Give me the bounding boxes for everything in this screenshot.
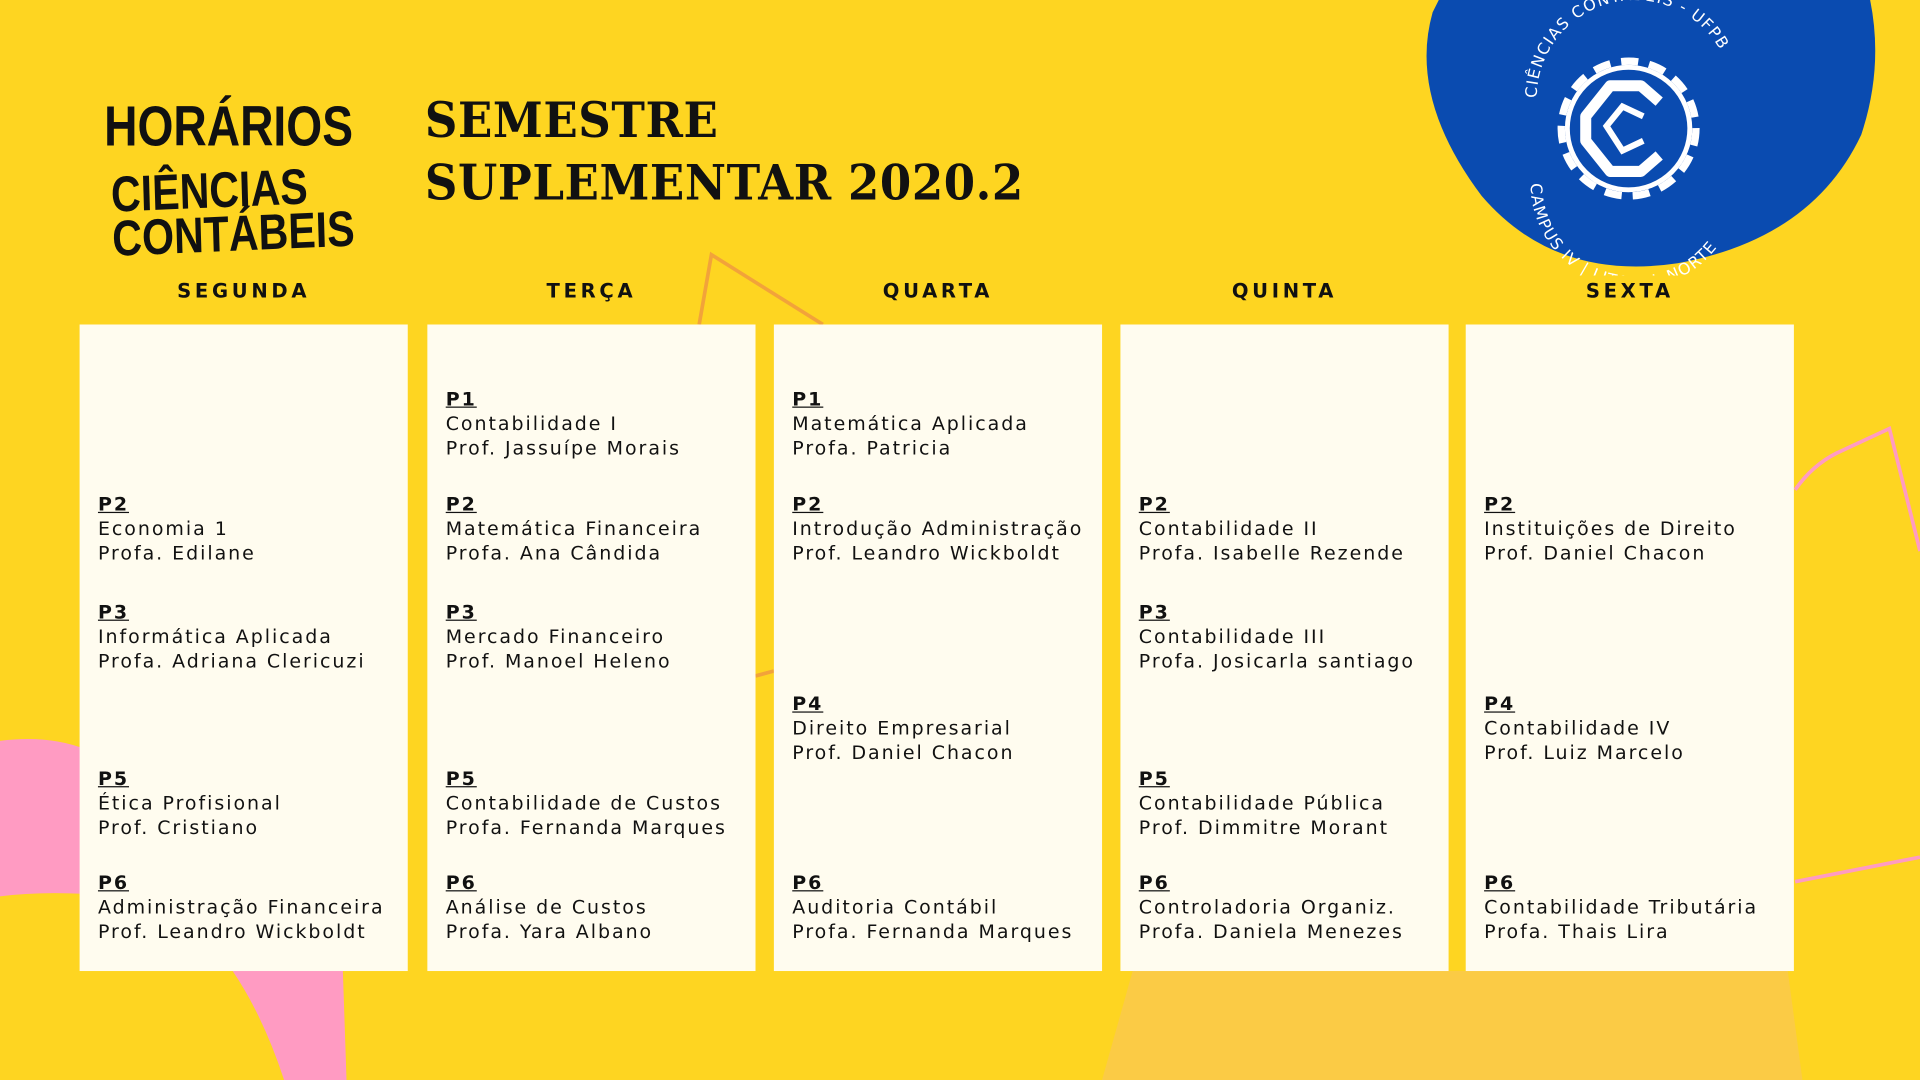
slot-label: P6 [97, 871, 130, 894]
professor-name: Prof. Cristiano [97, 816, 260, 839]
day-header-sexta: SEXTA [1585, 279, 1674, 303]
class-entry: P3 Informática Aplicada Profa. Adriana Cle… [98, 600, 366, 673]
slot-label: P6 [445, 871, 477, 894]
course-name: Contabilidade III [1138, 625, 1327, 648]
course-name: Ética Profisional [97, 792, 282, 815]
professor-name: Profa. Edilane [97, 542, 256, 565]
slot-label: P6 [1138, 871, 1170, 894]
professor-name: Profa. Josicarla santiago [1138, 650, 1415, 673]
title-horarios: HORÁRIOS [104, 94, 354, 158]
course-name: Administração Financeira [97, 896, 385, 919]
class-entry: P2 Economia 1 Profa. Edilane [98, 492, 256, 565]
class-entry: P5 Contabilidade de Custos Profa. Fernanda… [446, 767, 727, 840]
professor-name: Prof. Jassuípe Morais [445, 437, 681, 460]
slot-label: P5 [445, 767, 477, 790]
course-name: Controladoria Organiz. [1138, 896, 1396, 919]
class-entry: P1 Contabilidade I Prof. Jassuípe Morais [446, 387, 681, 460]
course-logo: CIÊNCIAS CONTÁBEIS - UFPB CAMPUS IV | LI… [1408, 0, 1886, 292]
class-entry: P6 Auditoria Contábil Profa. Fernanda Marq… [792, 871, 1073, 944]
professor-name: Profa. Isabelle Rezende [1138, 542, 1405, 565]
slot-label: P5 [1138, 767, 1170, 790]
gear-c-icon [1557, 57, 1700, 200]
professor-name: Prof. Dimmitre Morant [1138, 816, 1389, 839]
course-name: Matemática Financeira [445, 517, 703, 541]
slot-label: P2 [1138, 493, 1170, 516]
day-header-terca: TERÇA [546, 279, 637, 303]
slot-label: P3 [97, 601, 130, 624]
class-entry: P6 Análise de Custos Profa. Yara Albano [446, 871, 653, 944]
professor-name: Profa. Daniela Menezes [1138, 920, 1404, 943]
class-entry: P6 Administração Financeira Prof. Leandro … [98, 871, 385, 944]
professor-name: Profa. Yara Albano [445, 920, 654, 943]
course-name: Mercado Financeiro [445, 625, 666, 648]
course-name: Contabilidade de Custos [445, 792, 722, 815]
day-column-quarta: P1 Matemática Aplicada Profa. Patricia P2 In… [773, 324, 1103, 972]
professor-name: Prof. Leandro Wickboldt [97, 920, 367, 943]
title-contabeis: CONTÁBEIS [111, 200, 356, 267]
day-column-sexta: P2 Instituições de Direito Prof. Daniel Ch… [1465, 324, 1794, 972]
professor-name: Prof. Daniel Chacon [1484, 542, 1707, 565]
professor-name: Prof. Daniel Chacon [792, 742, 1015, 765]
course-name: Introdução Administração [792, 517, 1084, 541]
professor-name: Profa. Fernanda Marques [445, 816, 727, 839]
day-header-quinta: QUINTA [1231, 279, 1338, 303]
course-name: Contabilidade II [1138, 517, 1319, 541]
professor-name: Profa. Ana Cândida [445, 542, 663, 565]
class-entry: P6 Contabilidade Tributária Profa. Thais L… [1484, 871, 1758, 944]
course-name: Matemática Aplicada [792, 412, 1029, 435]
course-name: Economia 1 [97, 517, 229, 541]
course-name: Direito Empresarial [792, 717, 1012, 740]
professor-name: Profa. Fernanda Marques [792, 920, 1074, 943]
professor-name: Profa. Patricia [792, 437, 953, 460]
subtitle-semestre: SEMESTRE [424, 91, 719, 150]
slot-label: P2 [97, 493, 130, 516]
slot-label: P1 [792, 388, 824, 411]
class-entry: P2 Instituições de Direito Prof. Daniel Ch… [1484, 492, 1737, 565]
slot-label: P4 [792, 693, 824, 716]
professor-name: Profa. Thais Lira [1484, 920, 1670, 943]
slot-label: P2 [792, 493, 824, 516]
class-entry: P1 Matemática Aplicada Profa. Patricia [792, 387, 1029, 460]
slot-label: P4 [1484, 693, 1516, 716]
slot-label: P2 [1484, 493, 1516, 516]
day-column-terca: P1 Contabilidade I Prof. Jassuípe Morais P2… [427, 324, 756, 972]
course-name: Instituições de Direito [1484, 517, 1737, 541]
professor-name: Profa. Adriana Clericuzi [97, 650, 366, 673]
slot-label: P6 [1484, 871, 1516, 894]
professor-name: Prof. Luiz Marcelo [1484, 742, 1685, 765]
course-name: Contabilidade Tributária [1484, 896, 1759, 919]
class-entry: P2 Introdução Administração Prof. Leandro … [792, 492, 1083, 565]
class-entry: P2 Matemática Financeira Profa. Ana Cândid… [446, 492, 703, 565]
slot-label: P2 [445, 493, 477, 516]
slot-label: P3 [445, 601, 477, 624]
course-name: Auditoria Contábil [792, 896, 999, 919]
course-name: Contabilidade IV [1484, 717, 1672, 740]
course-name: Informática Aplicada [97, 625, 333, 648]
professor-name: Prof. Leandro Wickboldt [792, 542, 1061, 565]
class-entry: P3 Mercado Financeiro Prof. Manoel Heleno [446, 600, 672, 673]
day-header-quarta: QUARTA [882, 279, 994, 303]
subtitle-suplementar: SUPLEMENTAR 2020.2 [424, 154, 1024, 212]
day-column-quinta: P2 Contabilidade II Profa. Isabelle Rezend… [1120, 324, 1449, 972]
class-entry: P3 Contabilidade III Profa. Josicarla sant… [1139, 600, 1415, 673]
slot-label: P5 [97, 767, 130, 790]
slot-label: P1 [445, 388, 477, 411]
professor-name: Prof. Manoel Heleno [445, 650, 672, 673]
class-entry: P5 Ética Profisional Prof. Cristiano [98, 767, 282, 840]
course-name: Análise de Custos [445, 896, 648, 919]
class-entry: P6 Controladoria Organiz. Profa. Daniela M… [1139, 871, 1404, 944]
class-entry: P5 Contabilidade Pública Prof. Dimmitre Mo… [1139, 767, 1389, 840]
slot-label: P6 [792, 871, 824, 894]
class-entry: P4 Direito Empresarial Prof. Daniel Chacon [792, 692, 1014, 765]
day-header-segunda: SEGUNDA [177, 279, 311, 303]
day-column-segunda: P2 Economia 1 Profa. Edilane P3 Informática … [79, 324, 408, 972]
course-name: Contabilidade Pública [1138, 792, 1386, 815]
slot-label: P3 [1138, 601, 1170, 624]
course-name: Contabilidade I [445, 412, 618, 435]
class-entry: P2 Contabilidade II Profa. Isabelle Rezend… [1139, 492, 1405, 565]
class-entry: P4 Contabilidade IV Prof. Luiz Marcelo [1484, 692, 1685, 765]
